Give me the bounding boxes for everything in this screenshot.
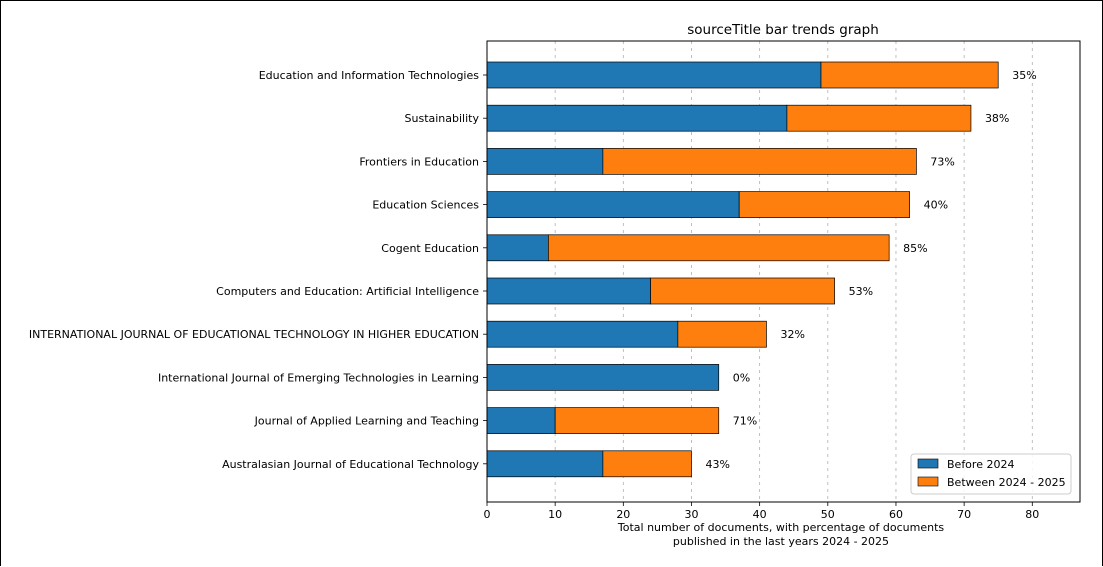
bar-before-2024-5 <box>486 234 549 262</box>
bar-before-2024-3 <box>486 148 604 175</box>
x-axis-label-line-1: Total number of documents, with percenta… <box>617 521 944 534</box>
bar-before-2024-8 <box>486 364 720 391</box>
x-tick-label-30: 30 <box>684 508 698 521</box>
bar-between-2024-2025-2 <box>786 104 972 132</box>
bar-before-2024-6 <box>486 277 651 305</box>
x-tick-label-60: 60 <box>889 508 903 521</box>
category-label-7: INTERNATIONAL JOURNAL OF EDUCATIONAL TEC… <box>29 328 479 341</box>
percent-label-2: 38% <box>985 112 1009 125</box>
legend-box <box>910 453 1072 495</box>
category-label-3: Frontiers in Education <box>359 155 479 168</box>
percent-label-7: 32% <box>780 328 804 341</box>
category-labels: Education and Information Technologies Su… <box>29 69 487 471</box>
percent-label-6: 53% <box>849 285 873 298</box>
x-tick-label-80: 80 <box>1025 508 1039 521</box>
bar-before-2024-9 <box>486 407 556 434</box>
percent-label-10: 43% <box>705 458 729 471</box>
bar-between-2024-2025-9 <box>554 407 720 434</box>
bar-between-2024-2025-5 <box>547 234 890 262</box>
bar-before-2024-1 <box>486 61 822 89</box>
x-axis-ticks: 0 10 20 30 40 50 60 70 80 <box>484 502 1039 521</box>
bar-between-2024-2025-1 <box>820 61 999 89</box>
category-label-9: Journal of Applied Learning and Teaching <box>254 415 479 428</box>
bar-between-2024-2025-4 <box>738 191 910 218</box>
bar-between-2024-2025-6 <box>650 277 835 305</box>
category-label-1: Education and Information Technologies <box>259 69 480 82</box>
x-tick-label-10: 10 <box>548 508 562 521</box>
category-label-10: Australasian Journal of Educational Tech… <box>222 458 479 471</box>
bar-before-2024-4 <box>486 191 740 218</box>
bar-between-2024-2025-10 <box>602 450 692 478</box>
legend-label-between-2024-2025: Between 2024 - 2025 <box>947 476 1066 489</box>
x-axis-label-line-2: published in the last years 2024 - 2025 <box>673 535 889 548</box>
bar-before-2024-7 <box>486 320 679 348</box>
category-label-2: Sustainability <box>405 112 480 125</box>
chart-title: sourceTitle bar trends graph <box>687 22 879 38</box>
percent-label-5: 85% <box>903 242 927 255</box>
legend-label-before-2024: Before 2024 <box>947 458 1014 471</box>
x-tick-label-40: 40 <box>753 508 767 521</box>
category-label-5: Cogent Education <box>381 242 479 255</box>
category-label-8: International Journal of Emerging Techno… <box>158 371 479 384</box>
legend-swatch-before-2024 <box>917 458 939 469</box>
bar-before-2024-2 <box>486 104 788 132</box>
percent-label-3: 73% <box>930 155 954 168</box>
bar-between-2024-2025-7 <box>677 320 767 348</box>
percent-label-4: 40% <box>924 199 948 212</box>
plot-area-border <box>486 40 1081 503</box>
legend: Before 2024 Between 2024 - 2025 <box>910 453 1072 495</box>
percent-labels: 35% 38% 73% 40% 85% 53% 32% 0% 71% 43% <box>705 69 1036 471</box>
legend-swatch-between-2024-2025 <box>917 476 939 487</box>
percent-label-9: 71% <box>733 415 757 428</box>
category-label-4: Education Sciences <box>372 199 479 212</box>
x-tick-label-0: 0 <box>484 508 491 521</box>
percent-label-8: 0% <box>733 371 750 384</box>
bar-before-2024-10 <box>486 450 604 478</box>
bars <box>486 61 999 478</box>
bar-between-2024-2025-3 <box>602 148 917 175</box>
category-label-6: Computers and Education: Artificial Inte… <box>216 285 479 298</box>
percent-label-1: 35% <box>1012 69 1036 82</box>
x-tick-label-50: 50 <box>821 508 835 521</box>
x-tick-label-20: 20 <box>616 508 630 521</box>
x-tick-label-70: 70 <box>957 508 971 521</box>
